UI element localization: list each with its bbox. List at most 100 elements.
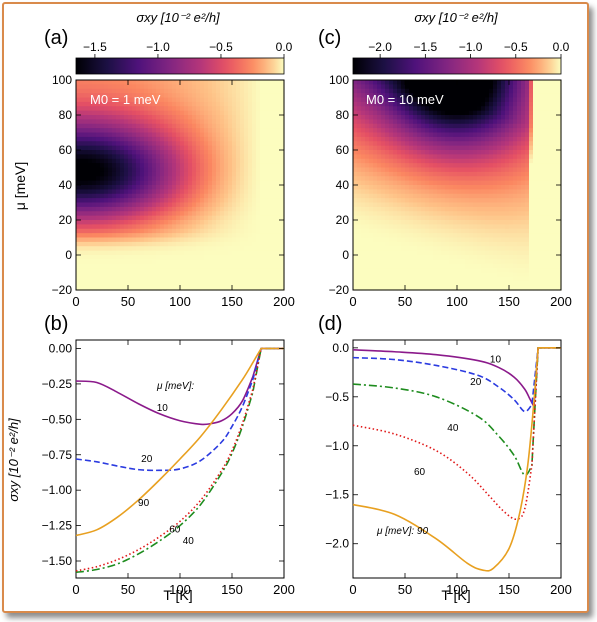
heatmap-cell [385, 259, 390, 265]
heatmap-cell [224, 233, 229, 239]
colorbar-tick-label: −2.0 [368, 40, 392, 54]
heatmap-cell [92, 272, 97, 278]
heatmap-cell [393, 202, 398, 208]
heatmap-cell [224, 215, 229, 221]
heatmap-cell [473, 224, 478, 230]
heatmap-cell [264, 241, 269, 247]
heatmap-cell [409, 193, 414, 199]
heatmap-cell [545, 215, 550, 221]
heatmap-cell [497, 259, 502, 265]
heatmap-cell [212, 206, 217, 212]
heatmap-cell [88, 215, 93, 221]
heatmap-cell [437, 180, 442, 186]
heatmap-cell [409, 272, 414, 278]
heatmap-cell [260, 241, 265, 247]
heatmap-cell [357, 106, 362, 112]
heatmap-cell [104, 80, 109, 85]
heatmap-cell [248, 141, 253, 147]
heatmap-cell [405, 272, 410, 278]
heatmap-cell [76, 268, 81, 274]
heatmap-cell [164, 136, 169, 142]
heatmap-cell [252, 180, 257, 186]
heatmap-cell [148, 206, 153, 212]
heatmap-cell [160, 101, 165, 107]
heatmap-cell [200, 250, 205, 256]
heatmap-cell [184, 211, 189, 217]
heatmap-cell [481, 136, 486, 142]
heatmap-cell [84, 176, 89, 182]
heatmap-cell [224, 189, 229, 195]
heatmap-cell [260, 158, 265, 164]
heatmap-cell [473, 180, 478, 186]
heatmap-cell [88, 211, 93, 217]
heatmap-cell [236, 185, 241, 190]
heatmap-cell [136, 185, 141, 190]
heatmap-cell [236, 206, 241, 212]
heatmap-cell [381, 276, 386, 282]
heatmap-cell [421, 263, 426, 269]
heatmap-cell [220, 263, 225, 269]
heatmap-cell [417, 281, 422, 287]
heatmap-cell [88, 80, 93, 85]
heatmap-cell [236, 88, 241, 94]
heatmap-cell [164, 263, 169, 269]
heatmap-cell [517, 241, 522, 247]
heatmap-cell [461, 233, 466, 239]
heatmap-cell [200, 272, 205, 278]
heatmap-cell [120, 206, 125, 212]
heatmap-cell [553, 110, 558, 116]
heatmap-cell [357, 202, 362, 208]
heatmap-cell [268, 119, 273, 125]
heatmap-cell [405, 167, 410, 173]
heatmap-cell [172, 228, 177, 234]
heatmap-cell [469, 211, 474, 217]
heatmap-cell [521, 263, 526, 269]
heatmap-cell [116, 198, 121, 204]
heatmap-cell [132, 211, 137, 217]
heatmap-cell [280, 211, 285, 217]
heatmap-cell [204, 88, 209, 94]
heatmap-cell [361, 123, 366, 129]
heatmap-cell [172, 167, 177, 173]
heatmap-cell [469, 158, 474, 164]
heatmap-cell [545, 281, 550, 287]
heatmap-cell [445, 198, 450, 204]
heatmap-cell [493, 202, 498, 208]
heatmap-cell [112, 285, 117, 291]
heatmap-cell [413, 185, 418, 190]
heatmap-cell [160, 263, 165, 269]
heatmap-cell [525, 250, 530, 256]
y-tick-label: 80 [59, 108, 73, 122]
heatmap-cell [433, 176, 438, 182]
heatmap-cell [381, 263, 386, 269]
heatmap-cell [204, 145, 209, 151]
heatmap-cell [216, 185, 221, 190]
heatmap-cell [489, 106, 494, 112]
heatmap-cell [405, 220, 410, 225]
heatmap-cell [453, 272, 458, 278]
heatmap-cell [244, 193, 249, 199]
heatmap-cell [224, 255, 229, 260]
heatmap-cell [425, 228, 430, 234]
heatmap-cell [100, 176, 105, 182]
heatmap-cell [461, 281, 466, 287]
heatmap-cell [425, 123, 430, 129]
heatmap-cell [84, 272, 89, 278]
heatmap-cell [144, 255, 149, 260]
heatmap-cell [100, 84, 105, 90]
heatmap-cell [465, 228, 470, 234]
heatmap-cell [421, 154, 426, 160]
heatmap-cell [228, 158, 233, 164]
heatmap-cell [88, 237, 93, 243]
heatmap-cell [477, 150, 482, 155]
heatmap-cell [513, 136, 518, 142]
heatmap-cell [164, 246, 169, 252]
heatmap-cell [88, 163, 93, 169]
heatmap-cell [252, 285, 257, 291]
heatmap-cell [100, 281, 105, 287]
heatmap-cell [108, 246, 113, 252]
heatmap-cell [176, 101, 181, 107]
heatmap-cell [537, 115, 542, 120]
heatmap-cell [501, 228, 506, 234]
heatmap-cell [280, 189, 285, 195]
